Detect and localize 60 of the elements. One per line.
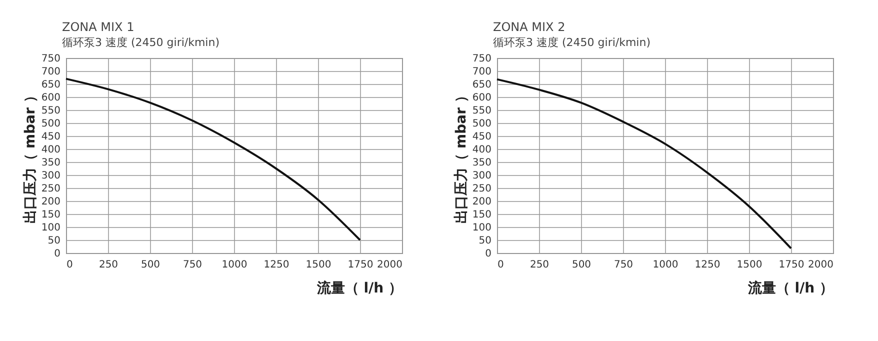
y-tick-label: 150 (41, 210, 60, 220)
y-tick-label: 600 (472, 92, 492, 104)
chart-subtitle: 循环泵3 速度 (2450 giri/kmin) (493, 36, 651, 49)
x-tick-label: 1500 (306, 260, 332, 270)
y-tick-label: 750 (472, 54, 492, 64)
y-tick-label: 600 (41, 92, 60, 104)
x-axis-title: 流量（ l/h ） (316, 280, 402, 296)
x-tick-label: 1500 (736, 260, 762, 270)
y-tick-label: 550 (472, 106, 492, 116)
x-tick-label: 500 (572, 260, 592, 270)
x-tick-label: 1000 (652, 260, 678, 270)
y-tick-label: 0 (54, 248, 60, 260)
y-tick-label: 400 (472, 144, 492, 156)
y-tick-label: 350 (41, 158, 60, 168)
y-tick-label: 550 (41, 106, 60, 116)
y-tick-label: 350 (472, 158, 492, 168)
y-tick-label: 450 (41, 132, 60, 142)
y-tick-label: 200 (41, 196, 60, 208)
line-series (65, 78, 361, 241)
y-tick-label: 700 (472, 66, 492, 78)
x-tick-label: 1000 (222, 260, 248, 270)
x-tick-label: 750 (182, 260, 202, 270)
y-axis-title: 出口压力（ mbar ） (453, 88, 470, 224)
y-tick-label: 450 (472, 132, 492, 142)
y-tick-label: 50 (478, 236, 492, 246)
y-tick-label: 650 (472, 80, 492, 90)
line-series (496, 78, 792, 250)
x-tick-label: 0 (498, 260, 504, 270)
y-tick-label: 250 (41, 184, 60, 194)
y-tick-label: 100 (472, 222, 492, 234)
chart-title: ZONA MIX 2 (493, 20, 566, 34)
x-tick-label: 750 (614, 260, 634, 270)
x-tick-label: 1750 (348, 260, 374, 270)
y-tick-label: 100 (41, 222, 60, 234)
y-axis-title: 出口压力（ mbar ） (22, 88, 38, 224)
x-tick-label: 1750 (778, 260, 804, 270)
y-tick-label: 50 (48, 236, 60, 246)
x-tick-label: 2000 (377, 260, 402, 270)
x-tick-label: 250 (530, 260, 550, 270)
y-tick-label: 400 (41, 144, 60, 156)
chart-subtitle: 循环泵3 速度 (2450 giri/kmin) (62, 36, 220, 49)
x-axis-title: 流量（ l/h ） (746, 280, 834, 296)
x-tick-label: 1250 (694, 260, 720, 270)
y-tick-label: 200 (472, 196, 492, 208)
y-tick-label: 500 (41, 118, 60, 130)
y-tick-label: 700 (41, 66, 60, 78)
x-tick-label: 2000 (808, 260, 834, 270)
y-tick-label: 0 (485, 248, 492, 260)
x-tick-label: 1250 (264, 260, 290, 270)
y-tick-label: 650 (41, 80, 60, 90)
x-tick-label: 250 (98, 260, 118, 270)
x-tick-label: 0 (66, 260, 73, 270)
y-tick-label: 300 (472, 170, 492, 182)
chart-title: ZONA MIX 1 (62, 20, 134, 34)
y-tick-label: 500 (472, 118, 492, 130)
y-tick-label: 750 (41, 54, 60, 64)
y-tick-label: 300 (41, 170, 60, 182)
x-tick-label: 500 (140, 260, 160, 270)
y-tick-label: 150 (472, 210, 492, 220)
y-tick-label: 250 (472, 184, 492, 194)
